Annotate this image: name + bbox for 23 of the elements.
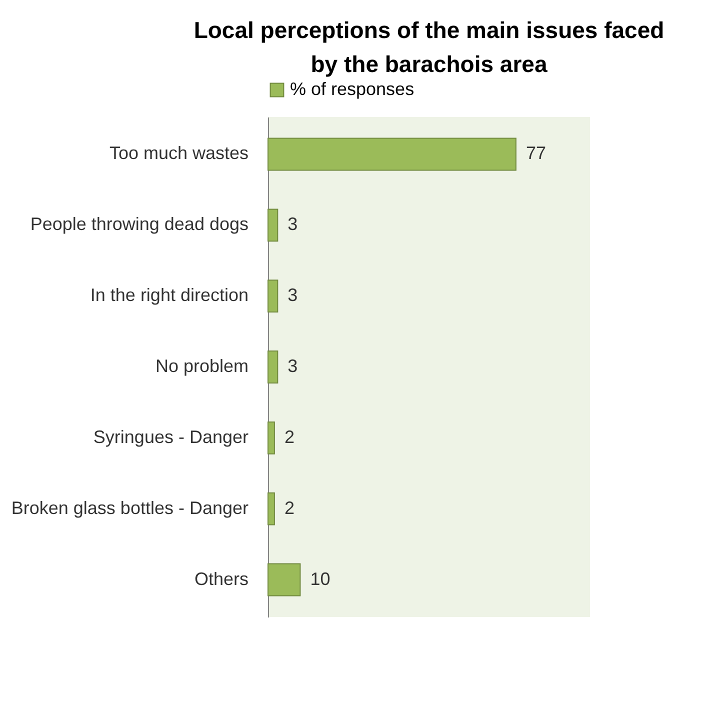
- y-tick-label: Others: [194, 568, 248, 589]
- data-label: 3: [288, 214, 298, 234]
- bar: [268, 563, 301, 596]
- data-label: 2: [284, 426, 294, 447]
- y-tick-label: Too much wastes: [109, 143, 248, 164]
- bar: [268, 208, 278, 242]
- bar: [268, 280, 278, 313]
- data-label: 77: [526, 143, 546, 164]
- data-label: 2: [284, 498, 294, 518]
- chart-title: Local perceptions of the main issues faced by the barachois area: [194, 17, 664, 77]
- data-label: 10: [310, 568, 330, 589]
- y-tick-label: Broken glass bottles - Danger: [11, 498, 248, 518]
- y-tick-label: In the right direction: [90, 285, 248, 306]
- bar: [268, 138, 516, 171]
- y-tick-label: People throwing dead dogs: [30, 214, 248, 234]
- data-label: 3: [288, 356, 298, 376]
- bar: [268, 421, 275, 454]
- data-label: 3: [288, 285, 298, 306]
- y-tick-label: Syringues - Danger: [93, 426, 248, 447]
- bar: [268, 350, 278, 384]
- y-tick-label: No problem: [155, 356, 248, 376]
- bar: [268, 492, 275, 526]
- legend-label: % of responses: [290, 79, 414, 99]
